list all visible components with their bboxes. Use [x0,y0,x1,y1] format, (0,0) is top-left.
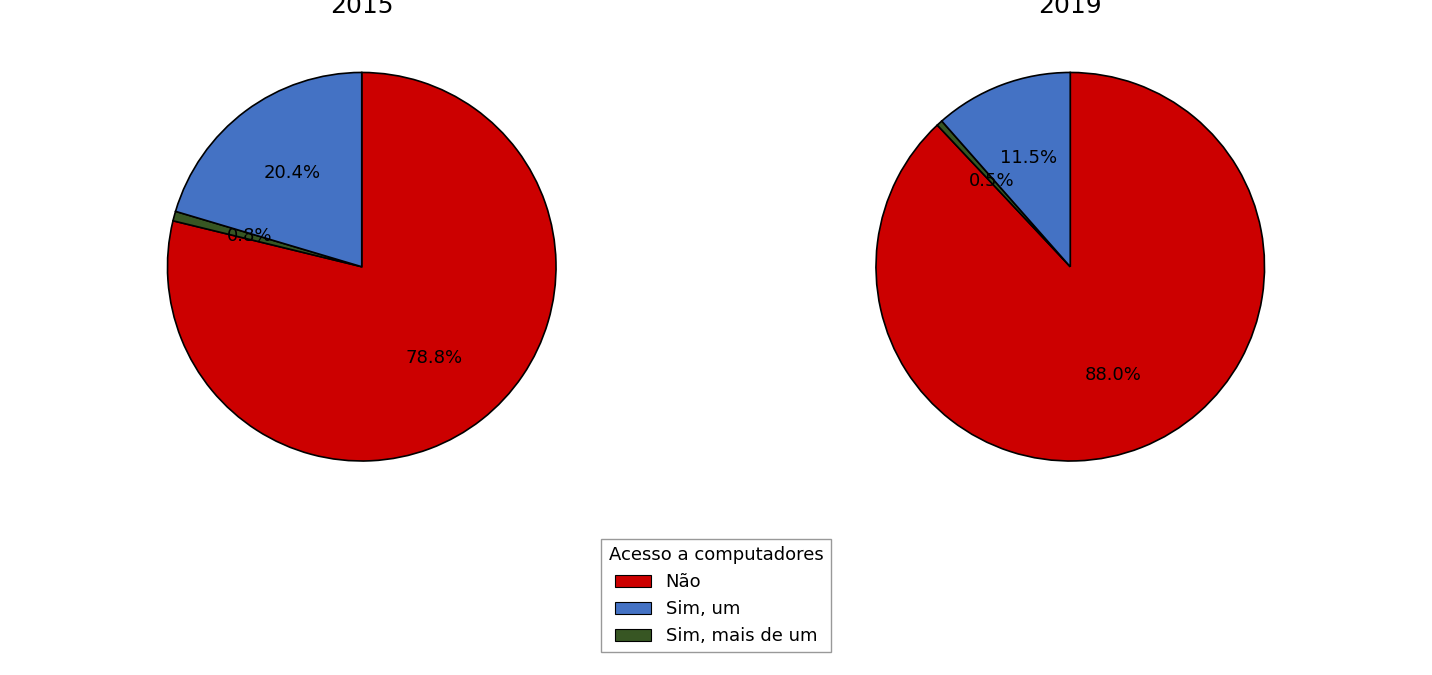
Text: 20.4%: 20.4% [263,164,321,182]
Wedge shape [942,72,1070,267]
Text: 11.5%: 11.5% [1001,148,1058,167]
Wedge shape [168,72,556,461]
Text: 0.5%: 0.5% [969,171,1015,190]
Wedge shape [173,211,362,267]
Legend: Não, Sim, um, Sim, mais de um: Não, Sim, um, Sim, mais de um [601,539,831,653]
Text: 88.0%: 88.0% [1084,366,1141,384]
Wedge shape [938,121,1070,267]
Title: 2019: 2019 [1038,0,1103,18]
Title: 2015: 2015 [329,0,394,18]
Text: 0.8%: 0.8% [226,227,272,245]
Wedge shape [176,72,362,267]
Wedge shape [876,72,1264,461]
Text: 78.8%: 78.8% [405,350,463,367]
